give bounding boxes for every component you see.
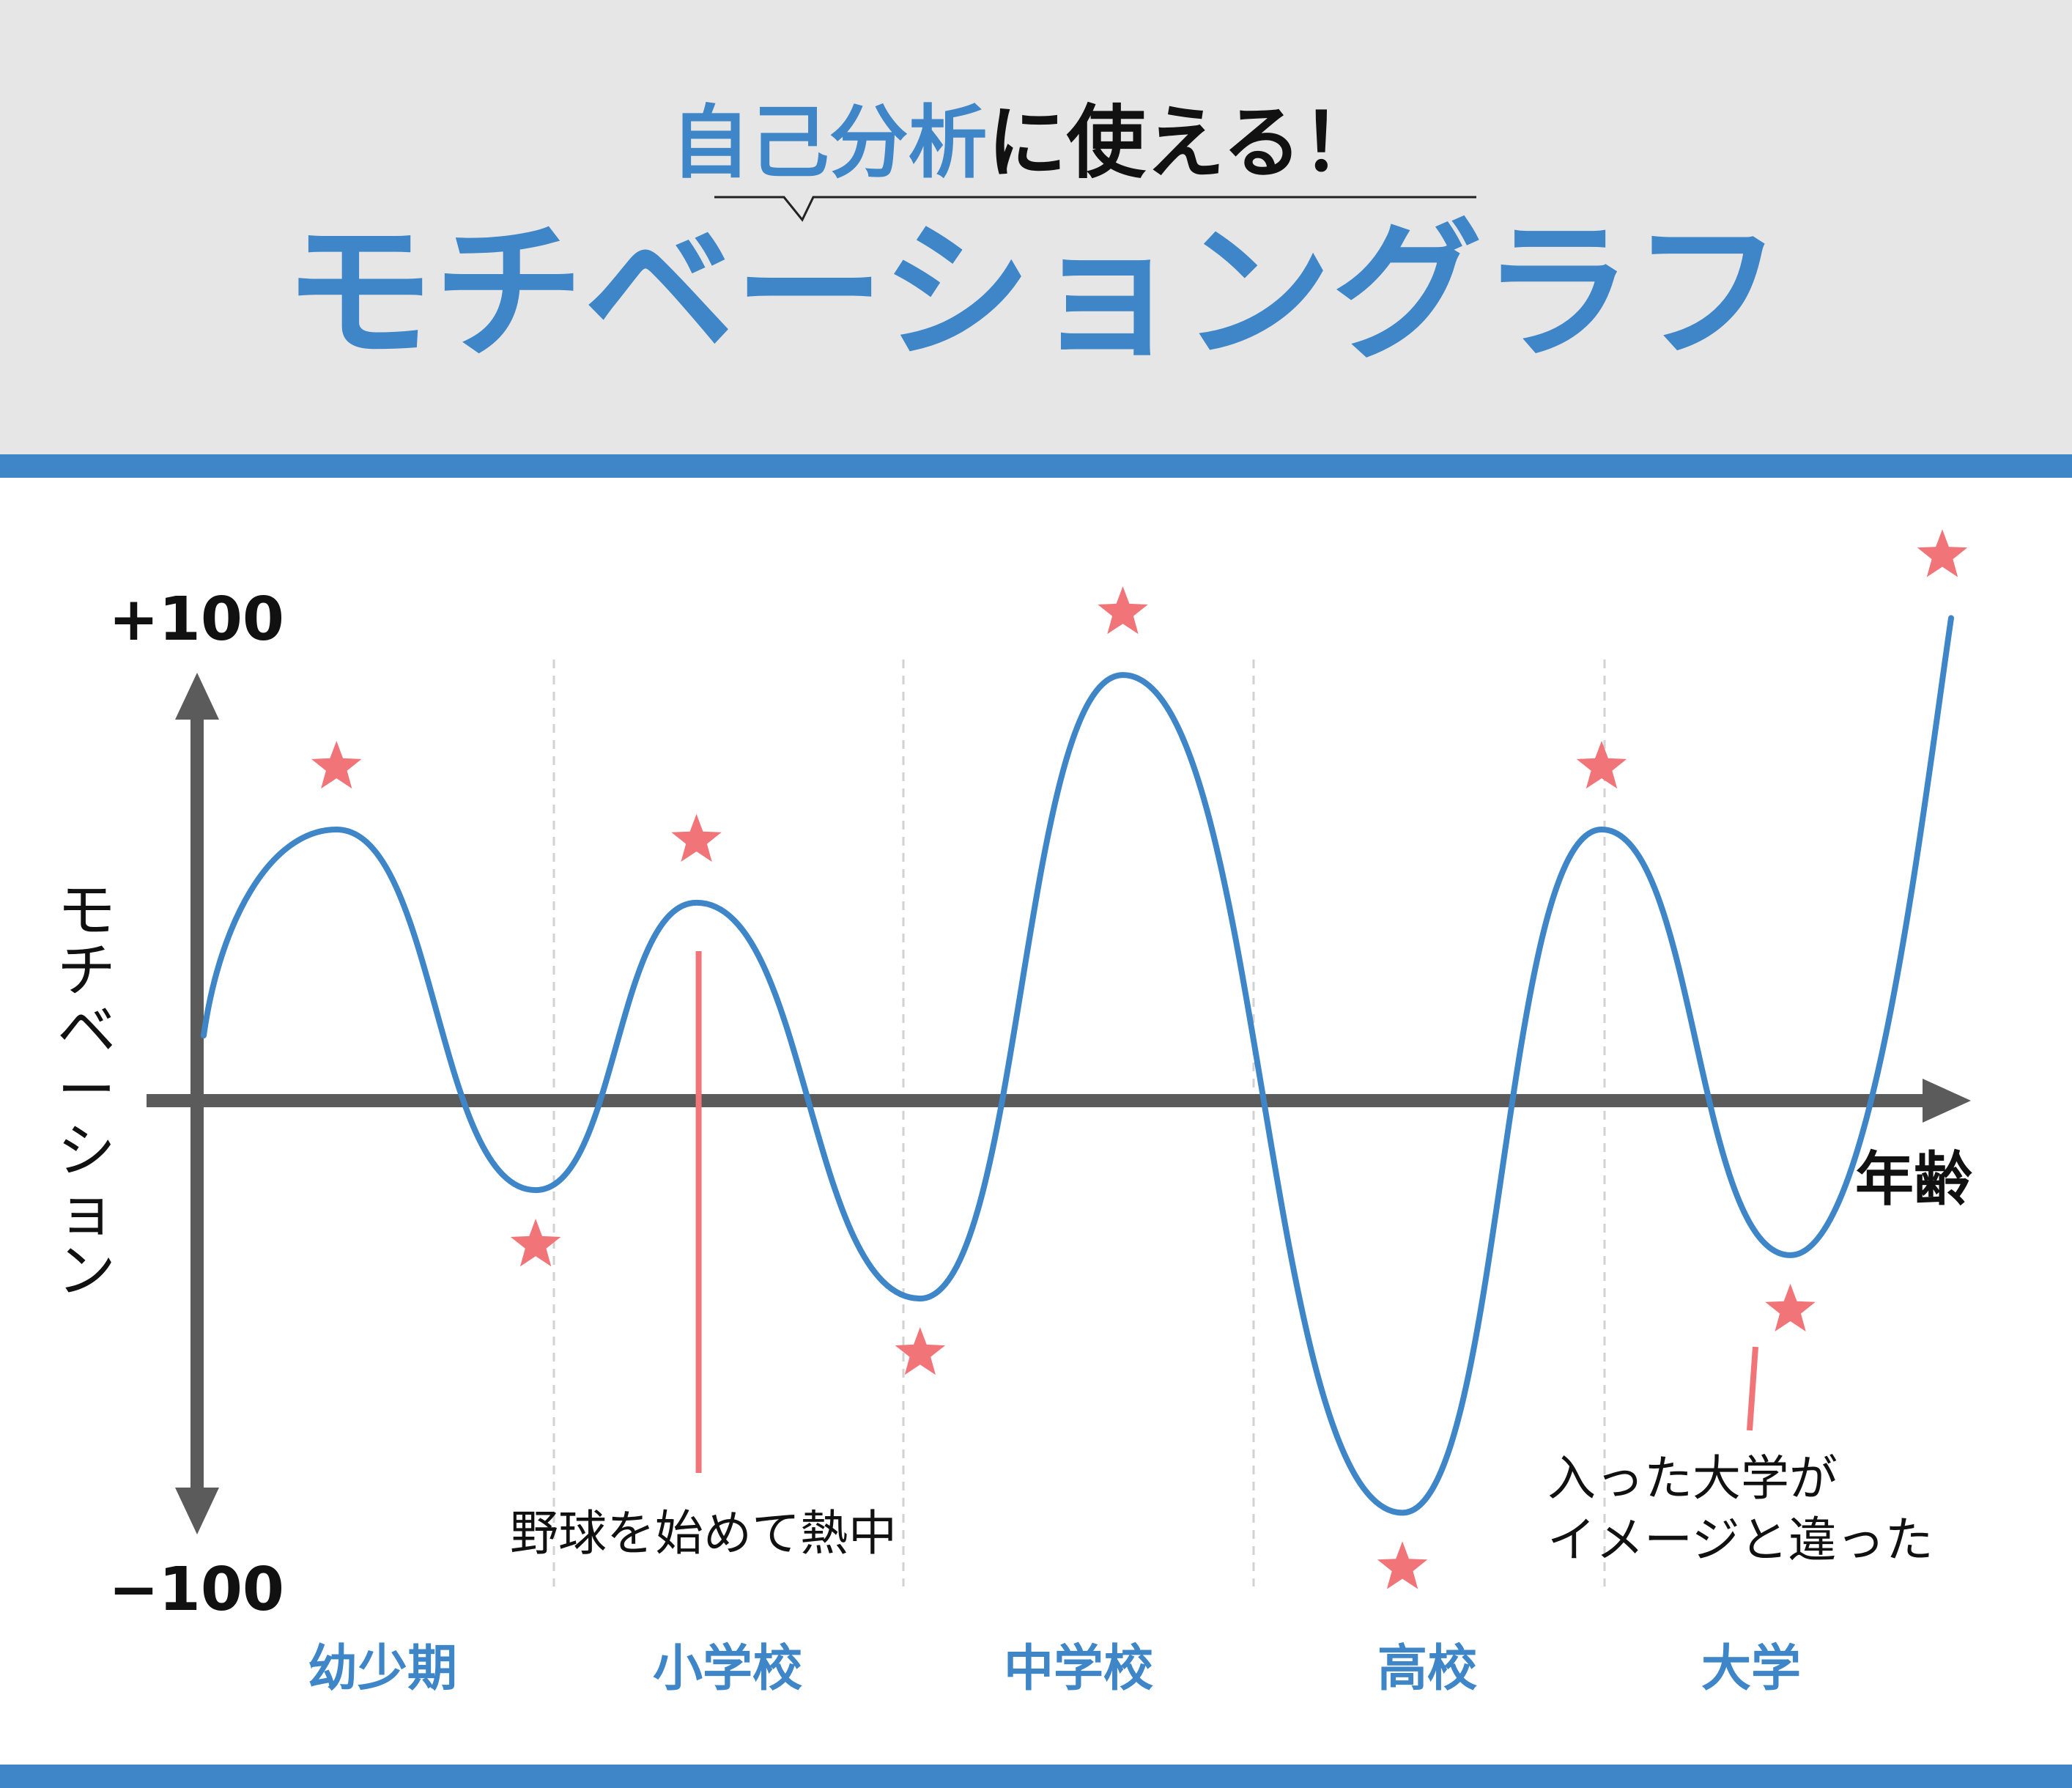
valley-star — [510, 1219, 561, 1267]
header-band — [0, 0, 2072, 454]
y-axis-arrow-up — [175, 673, 219, 720]
annotation-university-line: イメージと違った — [1547, 1512, 1934, 1568]
top-accent-bar — [0, 454, 2072, 478]
extremum-stars — [311, 529, 1968, 1589]
motivation-curve — [201, 615, 1954, 1516]
y-axis-label: モチベーション — [57, 876, 116, 1305]
y-min-label: −100 — [108, 1555, 284, 1625]
y-axis-arrow-down — [175, 1488, 219, 1534]
peak-star — [1917, 529, 1968, 577]
header-subtitle: 自己分析に使える！ — [671, 97, 1381, 189]
x-axis-line — [147, 1094, 1927, 1107]
valley-star — [895, 1327, 946, 1375]
annotation-baseball: 野球を始めて熱中 — [510, 1505, 897, 1562]
stage-label: 中学校 — [1004, 1640, 1153, 1698]
annotation-line-university — [1747, 1346, 1758, 1431]
stage-label: 大学 — [1701, 1640, 1801, 1698]
peak-star — [1576, 741, 1627, 789]
stage-label: 小学校 — [653, 1640, 802, 1698]
stage-label: 高校 — [1377, 1640, 1477, 1698]
x-axis — [147, 1079, 1971, 1123]
subtitle-rest: に使える！ — [988, 97, 1381, 189]
x-axis-arrow — [1923, 1079, 1971, 1123]
speech-bubble-line — [714, 196, 1476, 222]
x-axis-label: 年齢 — [1855, 1145, 1972, 1213]
page-title: モチベーショングラフ — [284, 206, 1783, 380]
y-max-label: +100 — [108, 585, 284, 654]
stage-labels: 幼少期 小学校 中学校 高校 大学 — [308, 1640, 1801, 1698]
peak-star — [1098, 586, 1148, 635]
bottom-accent-bar — [0, 1765, 2072, 1788]
valley-star — [1377, 1541, 1428, 1589]
valley-star — [1765, 1283, 1816, 1331]
subtitle-highlight: 自己分析 — [671, 97, 988, 189]
annotation-university-line: 入った大学が — [1547, 1450, 1838, 1507]
peak-star — [671, 813, 722, 862]
stage-label: 幼少期 — [308, 1640, 457, 1698]
peak-star — [311, 741, 362, 789]
